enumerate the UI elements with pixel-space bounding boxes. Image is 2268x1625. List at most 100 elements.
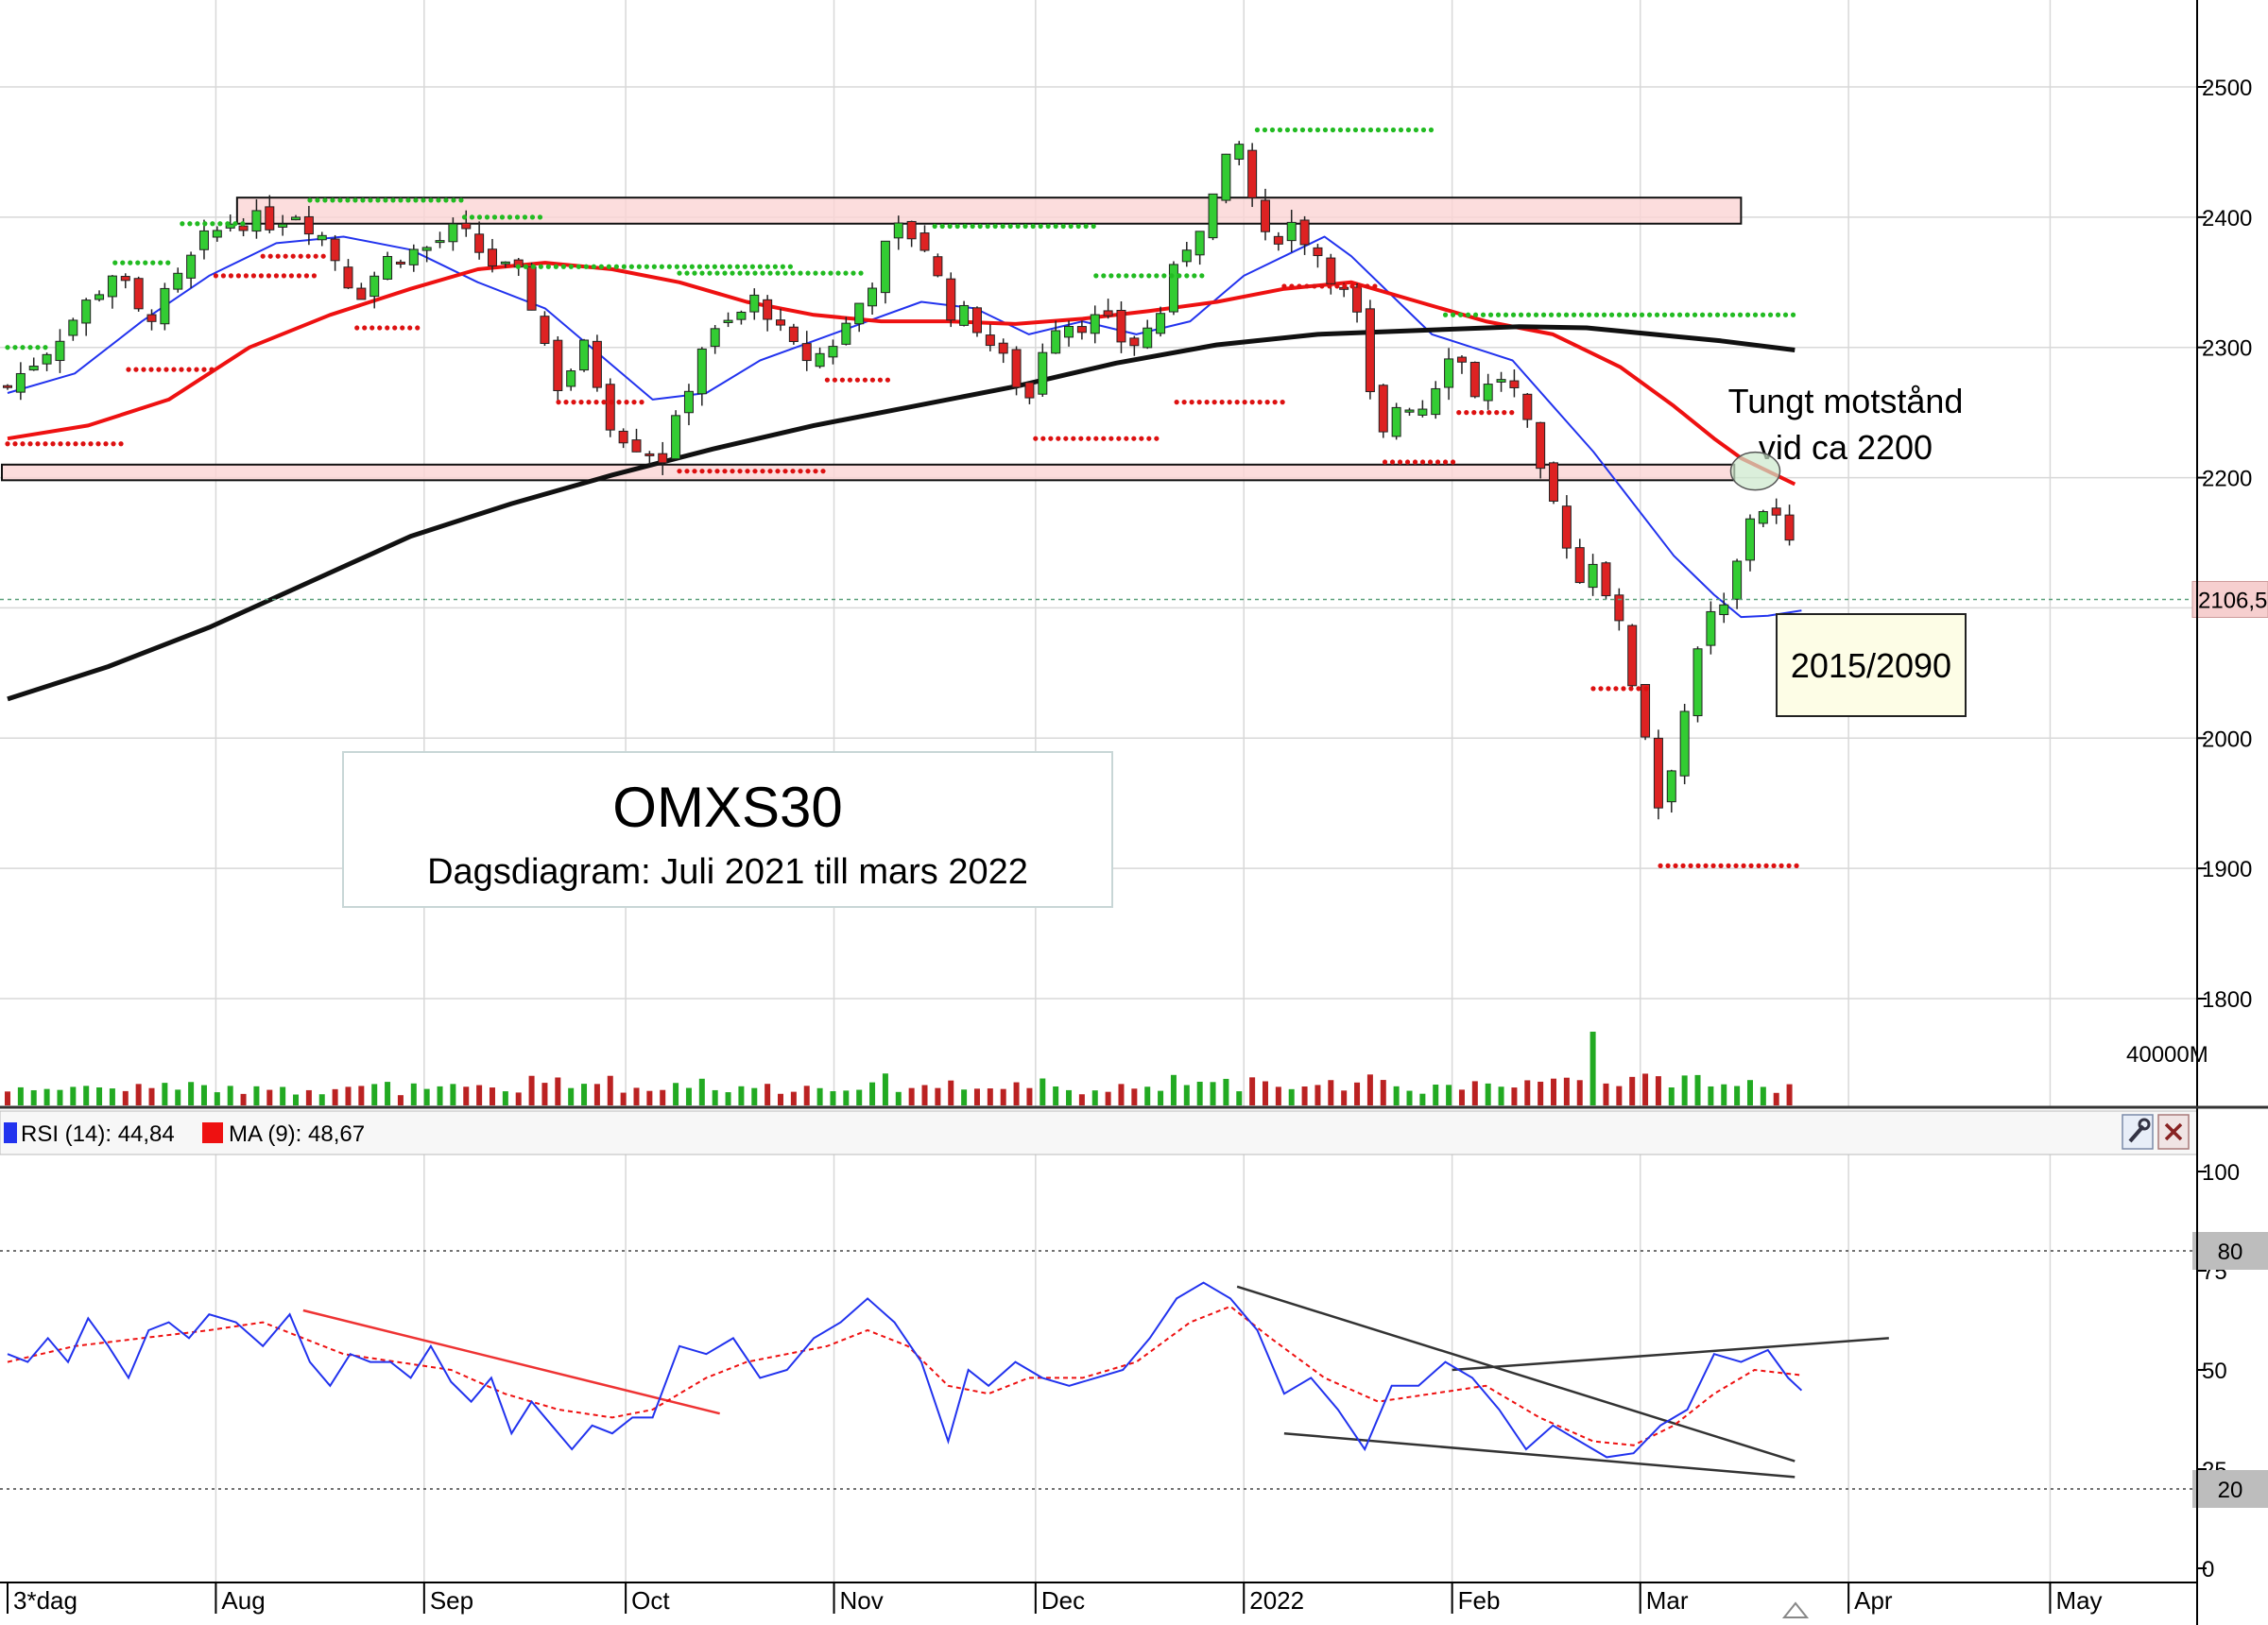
volume-bar [908, 1087, 915, 1105]
candle-up [959, 304, 970, 326]
stop-dot [790, 270, 796, 276]
stop-dot [1280, 400, 1285, 405]
stop-level-dots [1442, 312, 1796, 317]
stop-dot [1033, 436, 1039, 441]
candle-up [225, 223, 235, 229]
candle-down [644, 453, 655, 456]
candle-up [1744, 518, 1755, 561]
stop-dot [1314, 127, 1321, 133]
candle-up [160, 287, 170, 325]
stop-dot [621, 264, 627, 269]
volume-bar [305, 1089, 312, 1105]
scroll-marker-icon[interactable] [1781, 1601, 1810, 1618]
volume-bar [673, 1083, 679, 1105]
stop-dot [651, 264, 657, 269]
stop-dot [1479, 410, 1485, 416]
candle-up [1090, 314, 1100, 334]
stop-dot [400, 325, 405, 331]
stop-dot [515, 264, 521, 269]
stop-dot [699, 270, 705, 276]
stop-dot [12, 441, 18, 447]
volume-bar [70, 1086, 77, 1105]
stop-dot [1078, 436, 1084, 441]
candle-up [671, 415, 681, 460]
stop-level-dots [126, 367, 215, 372]
stop-dot [20, 441, 26, 447]
stop-dot [65, 441, 71, 447]
volume-bar [214, 1092, 220, 1105]
close-panel-button[interactable] [2157, 1114, 2190, 1150]
volume-bar [581, 1084, 588, 1105]
volume-bar [1551, 1078, 1557, 1105]
candle-down [788, 326, 799, 343]
stop-dot [1146, 436, 1152, 441]
candle-down [1469, 362, 1480, 398]
volume-bar [1681, 1075, 1688, 1105]
overbought-label: 80 [2218, 1240, 2243, 1265]
volume-bar [1000, 1088, 1006, 1105]
candle-down [1378, 385, 1388, 433]
stop-dot [180, 221, 185, 227]
stop-dot [644, 264, 649, 269]
stop-dot [745, 469, 750, 474]
candle-up [448, 223, 458, 243]
stop-dot [1357, 283, 1363, 289]
x-tick-label: 3*dag [13, 1586, 77, 1615]
stop-dot [1174, 400, 1179, 405]
title-box: OMXS30 Dagsdiagram: Juli 2021 till mars … [342, 751, 1113, 908]
stop-dot [12, 345, 18, 351]
stop-dot [1586, 312, 1592, 317]
stop-dot [1204, 400, 1210, 405]
stop-level-dots [1456, 410, 1515, 416]
stop-dot [443, 197, 449, 203]
volume-bar [43, 1088, 50, 1105]
stop-dot [737, 469, 743, 474]
candle-up [435, 240, 445, 244]
stop-dot [1093, 436, 1099, 441]
candle-up [868, 287, 878, 307]
volume-bar [607, 1075, 613, 1105]
settings-button[interactable] [2122, 1114, 2154, 1150]
stop-dot [1412, 459, 1418, 465]
stop-dot [576, 264, 581, 269]
stop-dot [1456, 410, 1462, 416]
stop-dot [813, 469, 818, 474]
stop-dot [719, 264, 725, 269]
volume-bar [423, 1088, 430, 1105]
stop-dot [1442, 312, 1449, 317]
stop-dot [1124, 273, 1129, 279]
stop-dot [1189, 400, 1194, 405]
candle-up [408, 248, 419, 265]
stop-dot [1608, 312, 1615, 317]
volume-bar [1341, 1090, 1348, 1105]
stop-dot [313, 253, 318, 259]
candle-down [1549, 462, 1559, 502]
stop-dot [1676, 312, 1683, 317]
stop-dot [628, 264, 634, 269]
stop-dot [1264, 400, 1270, 405]
volume-bar [1576, 1080, 1583, 1105]
candle-up [1496, 379, 1506, 383]
stop-dot [813, 270, 818, 276]
candle-down [906, 220, 917, 240]
volume-bar [1616, 1086, 1623, 1105]
stop-dot [1063, 436, 1069, 441]
candle-down [540, 316, 550, 344]
stop-dot [1420, 127, 1427, 133]
stop-dot [722, 270, 728, 276]
volume-bar [437, 1086, 443, 1105]
candle-down [605, 384, 615, 431]
volume-bar [318, 1094, 325, 1105]
stop-dot [1509, 410, 1515, 416]
stop-dot [369, 325, 375, 331]
stop-dot [1038, 223, 1043, 230]
stop-dot [1154, 273, 1160, 279]
stop-level-dots [1033, 436, 1160, 441]
candle-down [343, 266, 353, 289]
stop-dot [571, 400, 576, 405]
stop-level-dots [1093, 273, 1205, 279]
price-tick-label: 1900 [2202, 857, 2252, 882]
volume-bar [266, 1089, 273, 1105]
stop-level-dots [1382, 459, 1456, 465]
candle-down [1574, 547, 1585, 584]
